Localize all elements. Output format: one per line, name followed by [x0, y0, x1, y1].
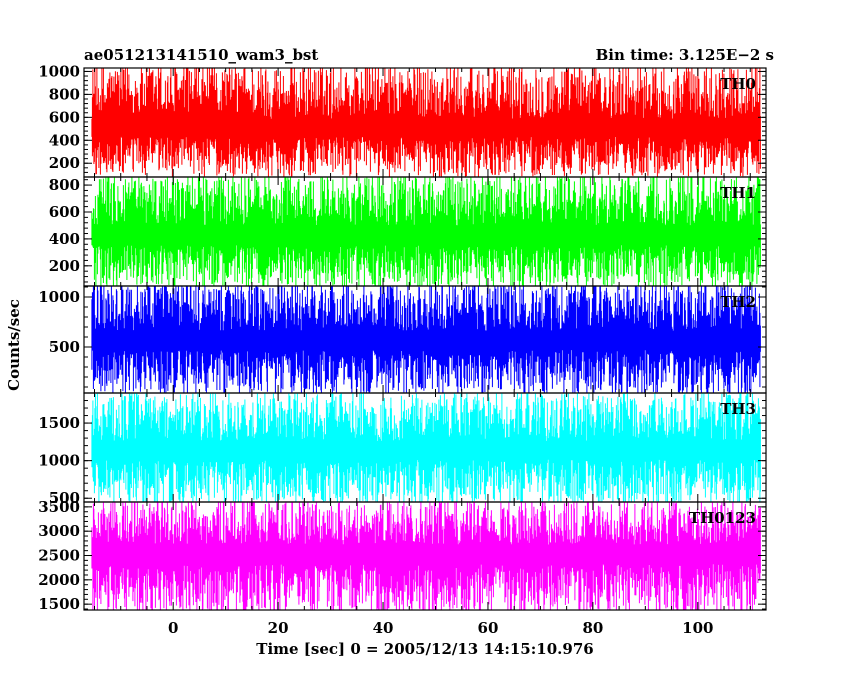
- series-label-th2: TH2: [720, 293, 756, 311]
- y-tick-label: 500: [49, 338, 80, 356]
- series-th0123-trace: [91, 502, 761, 610]
- panel-th2: 500 1000 TH2: [38, 285, 767, 394]
- x-axis-label: Time [sec] 0 = 2005/12/13 14:15:10.976: [256, 640, 593, 658]
- y-tick-label: 400: [49, 131, 80, 149]
- y-tick-label: 1000: [38, 452, 80, 470]
- panel-th3: 500 1000 1500 TH3: [38, 392, 767, 507]
- y-tick-label: 600: [49, 203, 80, 221]
- x-tick-label: 60: [478, 619, 499, 637]
- x-axis: 0 20 40 60 80 100: [168, 619, 713, 637]
- y-tick-label: 3500: [38, 498, 80, 516]
- y-tick-label: 1500: [38, 595, 80, 613]
- y-tick-label: 1000: [38, 62, 80, 80]
- panels: 200 400 600 800 1000 TH0 200 400 600 800 TH1 500 100…: [38, 62, 767, 613]
- x-tick-label: 20: [268, 619, 289, 637]
- y-axis-label: Counts/sec: [5, 299, 23, 391]
- series-th0-trace: [91, 68, 761, 177]
- panel-th0: 200 400 600 800 1000 TH0: [38, 62, 767, 178]
- y-tick-label: 1500: [38, 414, 80, 432]
- y-tick-label: 1000: [38, 288, 80, 306]
- series-label-th0: TH0: [720, 75, 756, 93]
- y-tick-label: 2500: [38, 547, 80, 565]
- panel-th0123: 1500 2000 2500 3000 3500 TH0123: [38, 498, 767, 613]
- series-th1-trace: [91, 177, 761, 286]
- x-tick-label: 100: [682, 619, 713, 637]
- y-tick-label: 200: [49, 154, 80, 172]
- y-tick-label: 600: [49, 108, 80, 126]
- bin-time-label: Bin time: 3.125E−2 s: [596, 46, 774, 64]
- y-tick-label: 800: [49, 85, 80, 103]
- series-label-th0123: TH0123: [689, 509, 756, 527]
- y-tick-label: 500: [49, 489, 80, 507]
- chart-title: ae051213141510_wam3_bst: [84, 46, 318, 64]
- x-tick-label: 80: [582, 619, 603, 637]
- y-tick-label: 2000: [38, 571, 80, 589]
- y-tick-label: 400: [49, 230, 80, 248]
- y-tick-label: 800: [49, 176, 80, 194]
- panel-th1: 200 400 600 800 TH1: [49, 176, 767, 287]
- series-th3-trace: [91, 393, 761, 502]
- x-tick-label: 40: [373, 619, 394, 637]
- series-label-th1: TH1: [720, 184, 756, 202]
- x-tick-label: 0: [168, 619, 178, 637]
- y-tick-label: 200: [49, 257, 80, 275]
- series-label-th3: TH3: [720, 400, 756, 418]
- y-tick-label: 3000: [38, 522, 80, 540]
- series-th2-trace: [91, 286, 761, 393]
